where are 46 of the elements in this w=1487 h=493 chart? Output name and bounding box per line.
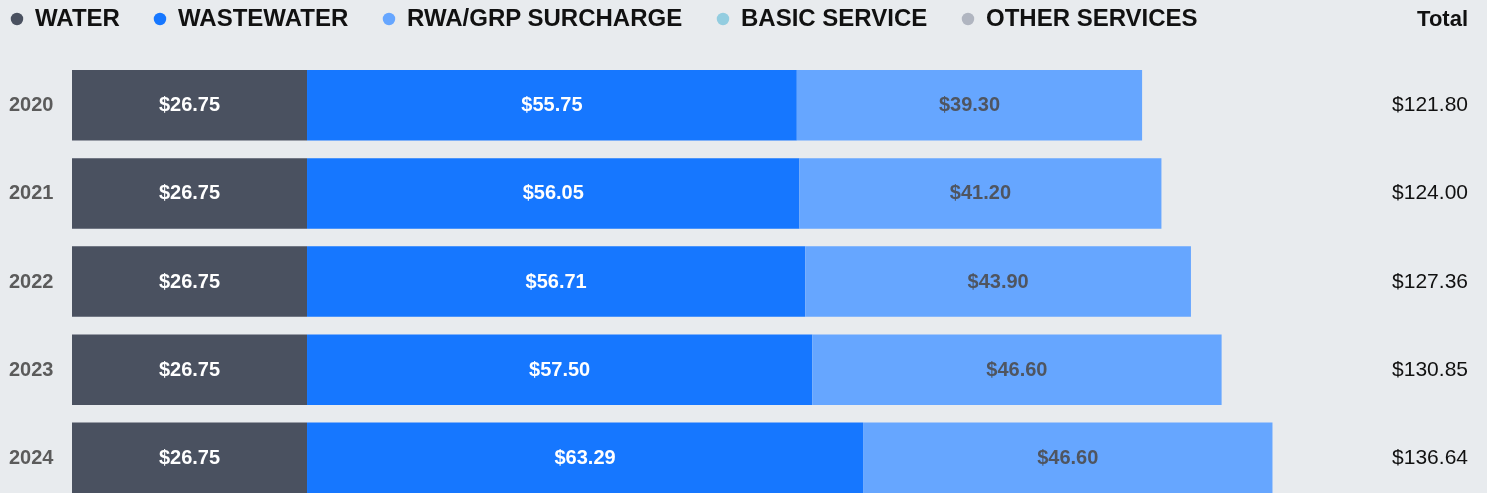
text: $124.00 [1392,180,1468,204]
bar [799,158,1162,229]
data-label: $56.05 [522,181,584,204]
y-tick-label: 2021 [9,181,54,204]
y-tick-label: 2024 [9,445,55,468]
bar [307,246,806,317]
bar [307,70,797,141]
legend-label: OTHER SERVICES [986,4,1198,31]
text: $121.80 [1392,92,1468,116]
bar [863,422,1273,493]
data-label: $26.75 [158,93,221,116]
y-tick-label: 2023 [9,357,54,380]
bar [72,70,308,141]
y-tick-label: 2022 [9,269,54,292]
data-label: $43.90 [967,269,1029,292]
text: $127.36 [1392,268,1468,292]
y-tick-label: 2020 [9,93,54,116]
bar [72,422,308,493]
legend-label: WASTEWATER [178,4,349,31]
bar [812,334,1222,405]
data-label: $39.30 [938,93,1001,116]
data-label: $57.50 [529,357,591,380]
data-label: $46.60 [986,357,1048,380]
bar [72,246,308,317]
data-label: $41.20 [949,181,1012,204]
bar [307,422,864,493]
data-label: $63.29 [554,445,616,468]
bar [72,334,308,405]
data-label: $46.60 [1037,445,1099,468]
data-label: $26.75 [158,357,221,380]
data-label: $26.75 [158,181,221,204]
text: Total [1417,6,1468,31]
bar [796,70,1143,141]
bar [72,158,308,229]
data-label: $55.75 [521,93,583,116]
legend-label: WATER [35,4,120,31]
legend-label: BASIC SERVICE [741,4,928,31]
text: $136.64 [1392,444,1469,468]
bar [307,158,800,229]
bar [307,334,813,405]
data-label: $56.71 [525,269,587,292]
legend-label: RWA/GRP SURCHARGE [407,4,683,31]
data-label: $26.75 [158,269,221,292]
text: $130.85 [1392,356,1468,380]
data-label: $26.75 [158,445,221,468]
bar [805,246,1191,317]
